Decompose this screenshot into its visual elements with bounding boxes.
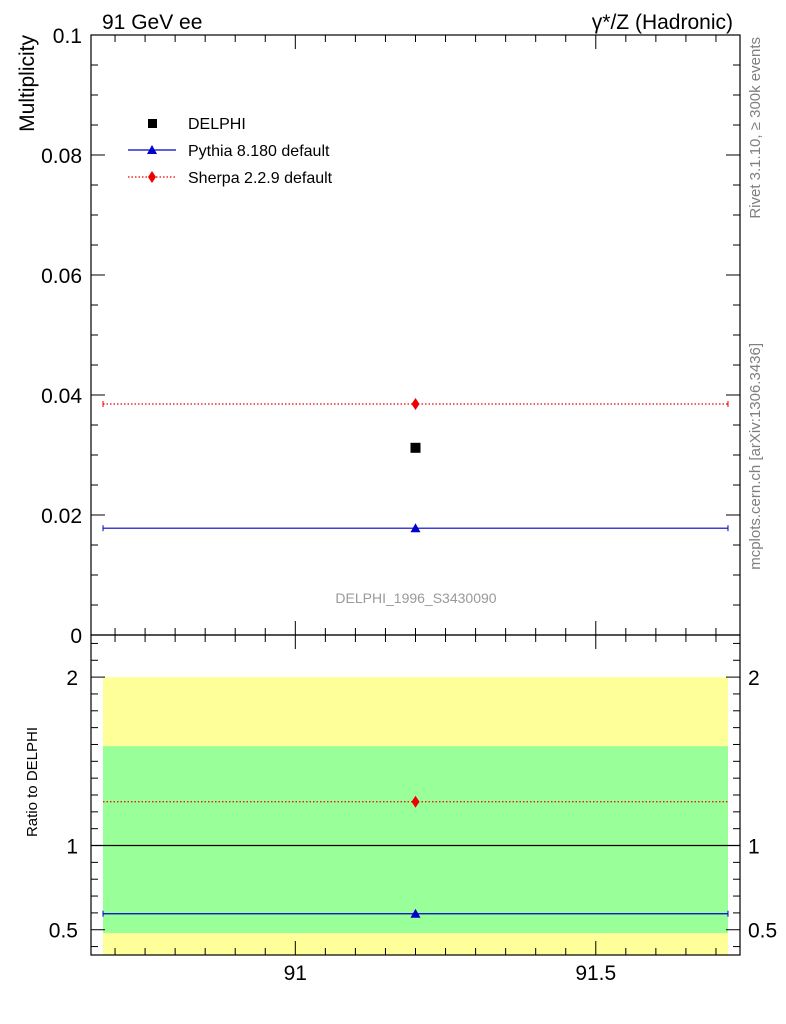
ratio-y-tick-label-left: 2 xyxy=(66,667,78,690)
delphi-point xyxy=(410,442,421,453)
main-y-tick-label: 0.08 xyxy=(41,145,82,168)
legend-marker-delphi xyxy=(148,119,157,128)
legend-label-pythia: Pythia 8.180 default xyxy=(188,143,330,160)
main-y-tick-label: 0.1 xyxy=(53,25,82,48)
header-left-title: 91 GeV ee xyxy=(102,11,202,34)
ratio-band-inner xyxy=(103,746,728,934)
ratio-sherpa-point xyxy=(411,795,420,808)
header-right-title: γ*/Z (Hadronic) xyxy=(592,11,733,34)
ratio-y-tick-label-right: 2 xyxy=(748,667,760,690)
pythia-point xyxy=(410,523,421,533)
main-y-tick-label: 0.02 xyxy=(41,505,82,528)
ratio-y-tick-label-right: 0.5 xyxy=(748,920,777,943)
main-y-tick-label: 0.06 xyxy=(41,265,82,288)
ratio-y-tick-label-left: 1 xyxy=(66,836,78,859)
legend-label-sherpa: Sherpa 2.2.9 default xyxy=(188,170,333,187)
legend-marker-sherpa xyxy=(148,171,156,183)
ratio-ticks: 0.5 0.5 1 1 2 2 91 91.5 xyxy=(49,635,777,985)
ratio-y-tick-label-left: 0.5 xyxy=(49,920,78,943)
main-y-tick-label: 0.04 xyxy=(41,385,82,408)
mcplots-label: mcplots.cern.ch [arXiv:1306.3436] xyxy=(747,343,764,570)
rivet-label: Rivet 3.1.10, ≥ 300k events xyxy=(747,37,764,219)
x-tick-label: 91.5 xyxy=(575,962,616,985)
ratio-series xyxy=(91,795,740,918)
legend-marker-pythia xyxy=(147,145,157,154)
sherpa-point xyxy=(411,398,420,410)
ratio-pythia-point xyxy=(410,908,421,918)
ratio-bands xyxy=(103,677,728,955)
main-y-tick-label: 0 xyxy=(70,625,82,648)
ratio-y-tick-label-right: 1 xyxy=(748,836,760,859)
legend-label-delphi: DELPHI xyxy=(188,116,246,133)
x-tick-label: 91 xyxy=(284,962,307,985)
ratio-y-axis-label: Ratio to DELPHI xyxy=(24,727,41,837)
main-y-axis-label: Multiplicity xyxy=(16,35,39,132)
analysis-id-label: DELPHI_1996_S3430090 xyxy=(335,590,496,606)
main-series xyxy=(102,398,729,533)
legend: DELPHI Pythia 8.180 default Sherpa 2.2.9… xyxy=(128,116,333,187)
main-ticks: 0 0.02 0.04 0.06 0.08 0.1 xyxy=(41,25,740,648)
